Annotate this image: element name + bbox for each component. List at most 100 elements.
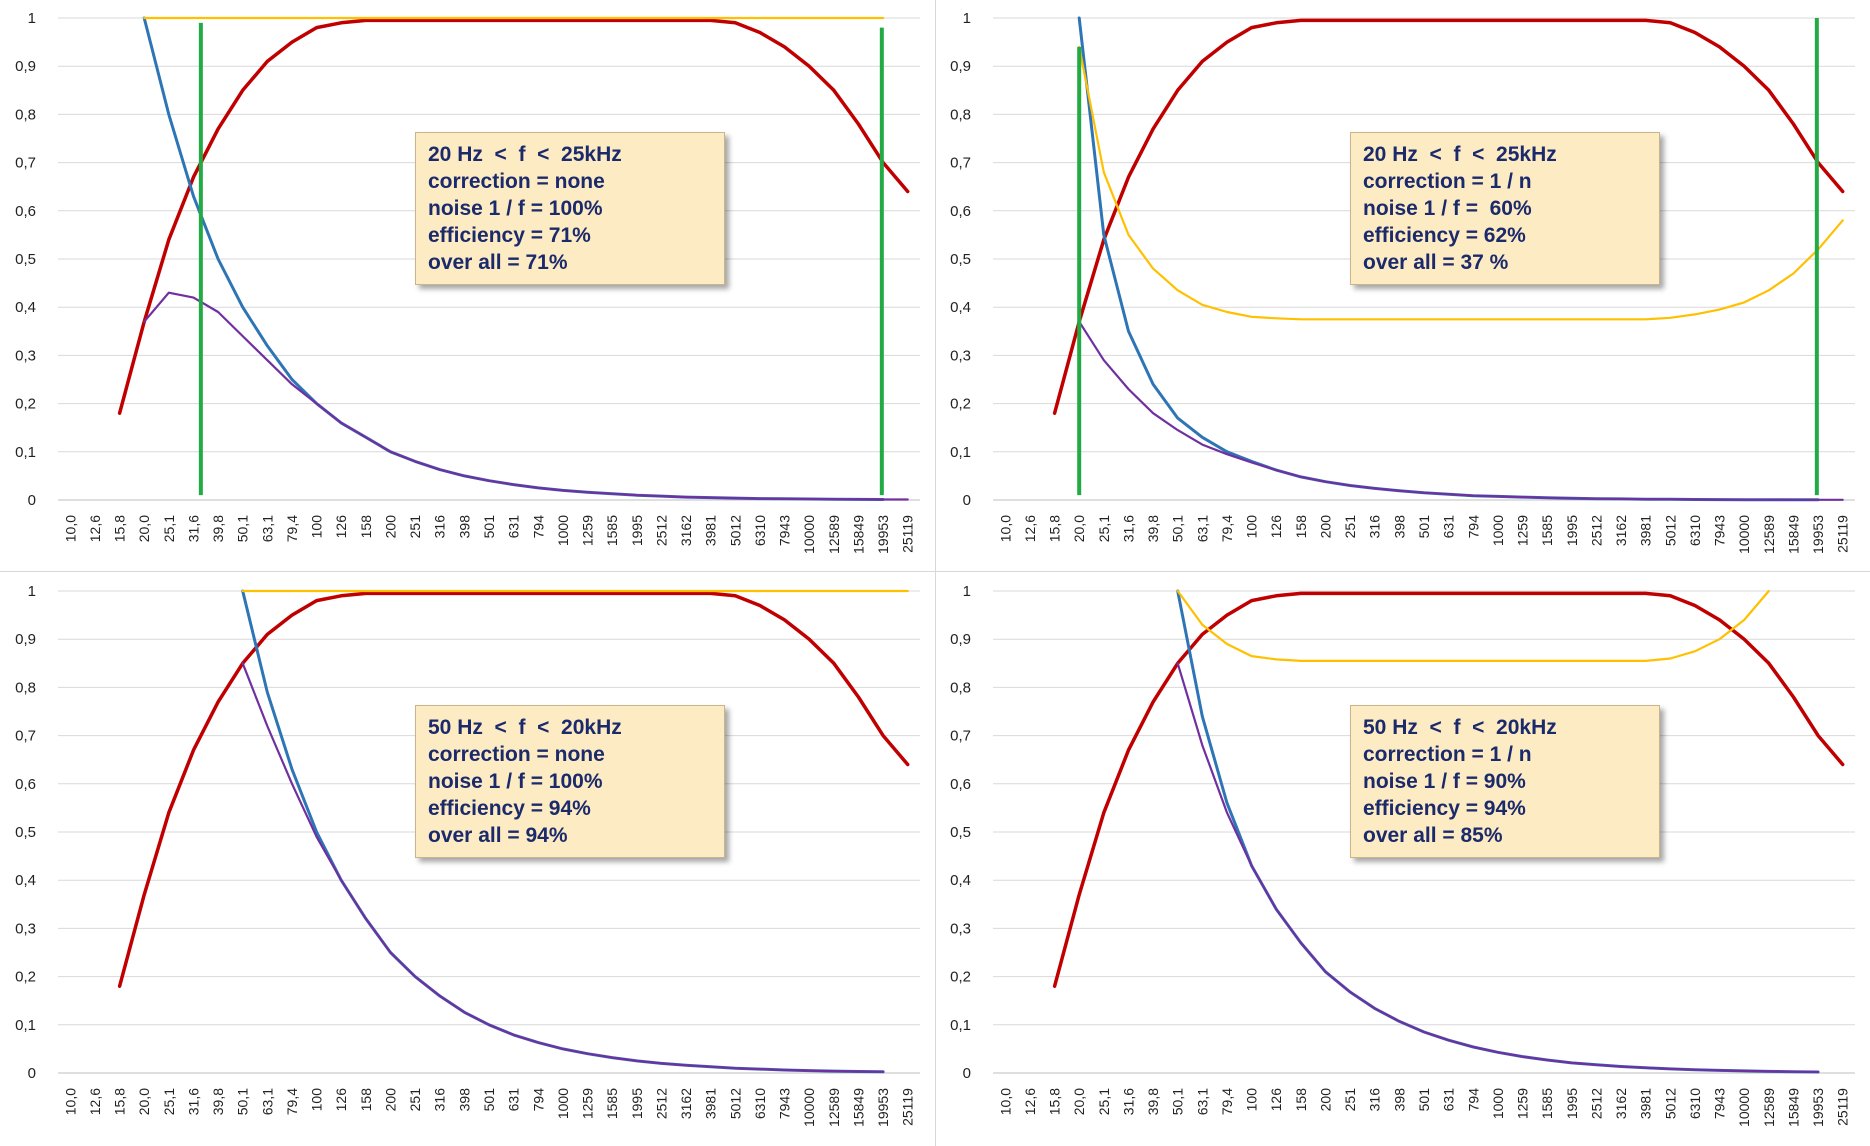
x-tick-label: 15849 xyxy=(850,515,866,554)
annotation-line: over all = 71% xyxy=(428,251,568,274)
x-tick-label: 1995 xyxy=(629,515,645,546)
panel-divider-vertical xyxy=(935,0,936,1146)
y-tick-label: 0,8 xyxy=(15,679,36,696)
x-tick-label: 631 xyxy=(1441,1088,1457,1112)
x-tick-label: 3981 xyxy=(1638,1088,1654,1119)
y-tick-label: 0,8 xyxy=(950,106,971,123)
x-tick-label: 39,8 xyxy=(1145,1088,1161,1115)
x-tick-label: 15,8 xyxy=(1047,515,1063,542)
x-tick-label: 6310 xyxy=(752,515,768,546)
x-tick-label: 15,8 xyxy=(112,1088,128,1115)
x-tick-label: 794 xyxy=(1465,515,1481,539)
x-tick-label: 10000 xyxy=(1736,1088,1752,1127)
y-tick-label: 0,5 xyxy=(950,251,971,268)
y-tick-label: 0 xyxy=(28,1065,36,1082)
annotation-line: efficiency = 94% xyxy=(1363,797,1526,820)
y-tick-label: 0,4 xyxy=(15,872,36,889)
x-tick-label: 39,8 xyxy=(210,515,226,542)
annotation-line: efficiency = 71% xyxy=(428,224,591,247)
x-tick-label: 794 xyxy=(530,1088,546,1112)
x-tick-label: 79,4 xyxy=(1219,515,1235,542)
x-tick-label: 19953 xyxy=(875,515,891,554)
chart-panel-2: 0 0,1 0,2 0,3 0,4 0,5 0,6 0,7 0,8 0,9 1 10,0 12,6 15,… xyxy=(935,0,1870,573)
chart-panel-3: 0 0,1 0,2 0,3 0,4 0,5 0,6 0,7 0,8 0,9 1 10,0 12,6 15,… xyxy=(0,573,935,1146)
y-tick-label: 0,3 xyxy=(15,920,36,937)
x-tick-label: 398 xyxy=(1391,515,1407,539)
x-tick-label: 316 xyxy=(432,515,448,539)
y-tick-label: 0,5 xyxy=(15,824,36,841)
y-tick-label: 0,6 xyxy=(950,776,971,793)
x-tick-label: 126 xyxy=(333,515,349,539)
y-tick-label: 0,4 xyxy=(15,299,36,316)
x-tick-label: 2512 xyxy=(653,515,669,546)
x-tick-label: 15849 xyxy=(850,1088,866,1127)
annotation-line: 50 Hz < f < 20kHz xyxy=(428,716,622,739)
x-tick-label: 100 xyxy=(1244,1088,1260,1112)
x-tick-label: 79,4 xyxy=(1219,1088,1235,1115)
annotation-box: 20 Hz < f < 25kHz correction = 1 / n noise… xyxy=(1350,132,1660,285)
x-tick-label: 1995 xyxy=(1564,1088,1580,1119)
x-tick-label: 1000 xyxy=(1490,515,1506,546)
y-tick-label: 0 xyxy=(963,1065,971,1082)
x-tick-label: 7943 xyxy=(777,515,793,546)
x-tick-label: 25,1 xyxy=(161,515,177,542)
annotation-line: over all = 37 % xyxy=(1363,251,1509,274)
x-tick-label: 251 xyxy=(1342,515,1358,539)
series-line-purple xyxy=(143,291,909,501)
x-tick-label: 15849 xyxy=(1785,1088,1801,1127)
x-tick-label: 25,1 xyxy=(1096,1088,1112,1115)
y-tick-label: 0,9 xyxy=(950,631,971,648)
x-tick-label: 12589 xyxy=(1761,1088,1777,1127)
x-tick-label: 20,0 xyxy=(1071,1088,1087,1115)
y-tick-label: 0,1 xyxy=(15,1017,36,1034)
annotation-line: 20 Hz < f < 25kHz xyxy=(1363,143,1557,166)
y-tick-label: 1 xyxy=(963,10,971,27)
y-tick-label: 1 xyxy=(963,583,971,600)
x-tick-label: 12589 xyxy=(826,515,842,554)
x-tick-label: 12,6 xyxy=(1022,515,1038,542)
x-tick-label: 63,1 xyxy=(259,515,275,542)
annotation-line: over all = 85% xyxy=(1363,824,1503,847)
x-tick-label: 25,1 xyxy=(161,1088,177,1115)
y-tick-label: 0,6 xyxy=(950,203,971,220)
series-line-red xyxy=(117,18,910,415)
x-tick-label: 63,1 xyxy=(1194,515,1210,542)
y-tick-label: 0,4 xyxy=(950,299,971,316)
x-tick-label: 10,0 xyxy=(62,1088,78,1115)
x-tick-label: 158 xyxy=(358,1088,374,1112)
x-tick-label: 2512 xyxy=(1588,515,1604,546)
x-tick-label: 251 xyxy=(407,515,423,539)
x-tick-label: 7943 xyxy=(1712,515,1728,546)
x-tick-label: 5012 xyxy=(1662,1088,1678,1119)
x-tick-label: 25119 xyxy=(1835,1088,1851,1126)
y-tick-label: 0,1 xyxy=(15,444,36,461)
x-tick-label: 6310 xyxy=(1687,515,1703,546)
y-tick-label: 0,2 xyxy=(15,396,36,413)
x-tick-label: 100 xyxy=(1244,515,1260,539)
series-line-purple xyxy=(241,662,885,1073)
x-tick-label: 1585 xyxy=(604,515,620,546)
y-tick-label: 1 xyxy=(28,583,36,600)
y-tick-label: 0,2 xyxy=(950,396,971,413)
chart-svg: 0 0,1 0,2 0,3 0,4 0,5 0,6 0,7 0,8 0,9 1 10,0 12,6 15,… xyxy=(950,583,1855,1127)
y-tick-label: 0,6 xyxy=(15,203,36,220)
x-tick-label: 25119 xyxy=(1835,515,1851,553)
x-tick-label: 10000 xyxy=(801,1088,817,1127)
x-tick-label: 1000 xyxy=(555,515,571,546)
x-tick-label: 31,6 xyxy=(185,515,201,542)
x-tick-label: 316 xyxy=(432,1088,448,1112)
annotation-line: noise 1 / f = 100% xyxy=(428,197,603,220)
x-tick-label: 251 xyxy=(407,1088,423,1112)
x-tick-label: 6310 xyxy=(1687,1088,1703,1119)
x-tick-label: 3162 xyxy=(1613,1088,1629,1119)
y-tick-label: 0,5 xyxy=(950,824,971,841)
x-tick-label: 3981 xyxy=(703,515,719,546)
x-tick-label: 398 xyxy=(456,515,472,539)
annotation-line: 50 Hz < f < 20kHz xyxy=(1363,716,1557,739)
y-tick-label: 0,8 xyxy=(950,679,971,696)
y-tick-label: 0 xyxy=(963,492,971,509)
x-tick-label: 100 xyxy=(309,515,325,539)
x-tick-label: 631 xyxy=(506,515,522,539)
x-tick-label: 25,1 xyxy=(1096,515,1112,542)
